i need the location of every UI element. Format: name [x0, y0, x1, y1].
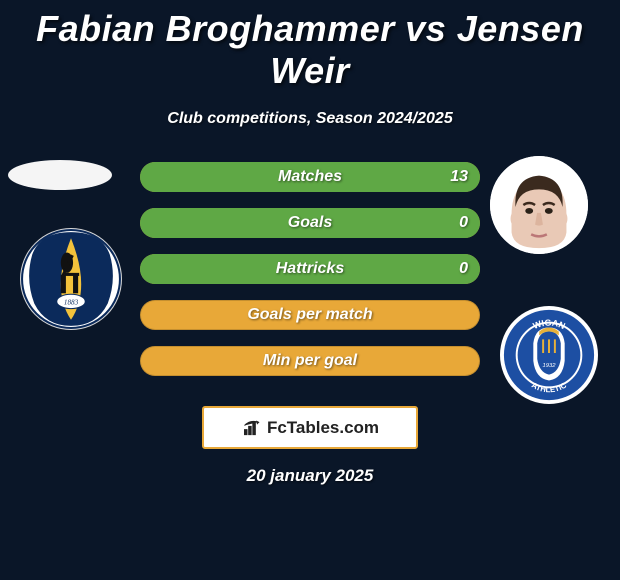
fctables-watermark: FcTables.com	[202, 406, 418, 449]
page-title: Fabian Broghammer vs Jensen Weir	[0, 0, 620, 92]
stat-label: Hattricks	[140, 260, 480, 278]
comparison-panel: 1883 1932	[0, 168, 620, 508]
stat-row: Hattricks0	[140, 254, 480, 284]
stat-value-right: 13	[450, 168, 468, 186]
stat-row: Min per goal	[140, 346, 480, 376]
svg-text:1932: 1932	[542, 363, 556, 369]
stat-bars: Matches13Goals0Hattricks0Goals per match…	[140, 162, 480, 392]
wigan-athletic-crest-icon: 1932 WIGAN ATHLETIC	[500, 306, 598, 404]
watermark-text: FcTables.com	[267, 418, 379, 438]
stat-value-right: 0	[459, 260, 468, 278]
player-face-icon	[490, 156, 588, 254]
player-right-avatar	[490, 156, 588, 254]
bristol-rovers-crest-icon: 1883	[20, 228, 122, 330]
stat-row: Goals0	[140, 208, 480, 238]
bar-chart-icon	[241, 418, 263, 438]
stat-label: Min per goal	[140, 352, 480, 370]
subtitle: Club competitions, Season 2024/2025	[0, 110, 620, 128]
stat-value-right: 0	[459, 214, 468, 232]
stat-row: Matches13	[140, 162, 480, 192]
player-left-avatar	[8, 160, 112, 190]
stat-label: Goals per match	[140, 306, 480, 324]
generation-date: 20 january 2025	[0, 466, 620, 486]
svg-text:1883: 1883	[64, 299, 79, 307]
stat-row: Goals per match	[140, 300, 480, 330]
stat-label: Matches	[140, 168, 480, 186]
stat-label: Goals	[140, 214, 480, 232]
club-crest-left: 1883	[20, 228, 122, 330]
club-crest-right: 1932 WIGAN ATHLETIC	[500, 306, 598, 404]
